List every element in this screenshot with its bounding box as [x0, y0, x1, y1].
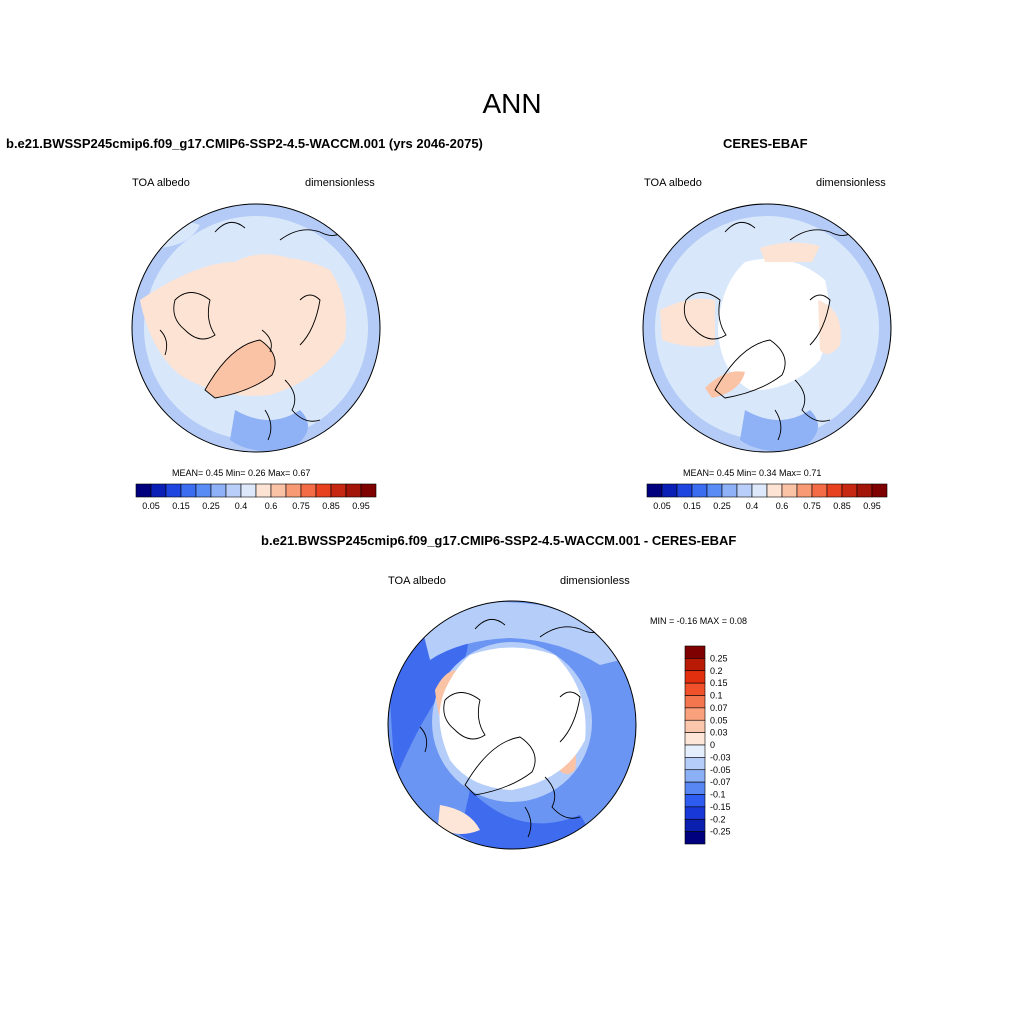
panel-1-title: b.e21.BWSSP245cmip6.f09_g17.CMIP6-SSP2-4…: [6, 136, 483, 151]
colorbar-swatch: [826, 483, 843, 498]
colorbar-tick-label: 0.15: [710, 678, 728, 688]
colorbar-swatch: [706, 483, 723, 498]
map-diff: [387, 600, 637, 850]
colorbar-swatch: [684, 670, 706, 684]
colorbar-swatch: [811, 483, 828, 498]
colorbar-tick-label: 0.75: [292, 501, 310, 511]
colorbar-swatch: [165, 483, 182, 498]
colorbar-swatch: [315, 483, 332, 498]
colorbar-tick-label: 0.1: [710, 691, 723, 701]
colorbar-tick-label: 0.25: [710, 653, 728, 663]
colorbar-swatch: [240, 483, 257, 498]
colorbar-swatch: [721, 483, 738, 498]
panel-1-stats: MEAN= 0.45 Min= 0.26 Max= 0.67: [172, 468, 311, 478]
panel-3-stats: MIN = -0.16 MAX = 0.08: [650, 616, 748, 626]
colorbar-tick-label: 0.07: [710, 703, 728, 713]
colorbar-tick-label: 0: [710, 740, 715, 750]
colorbar-swatch: [225, 483, 242, 498]
main-title: ANN: [482, 88, 542, 119]
panel-3-title: b.e21.BWSSP245cmip6.f09_g17.CMIP6-SSP2-4…: [261, 533, 737, 548]
colorbar-swatch: [360, 483, 377, 498]
colorbar-swatch: [684, 818, 706, 832]
colorbar-swatch: [330, 483, 347, 498]
colorbar-diff: 0.25 0.2 0.15 0.1 0.07 0.05 0.03 0 -0.03 -0.05 -0.…: [684, 645, 731, 845]
colorbar-tick-label: -0.2: [710, 814, 726, 824]
colorbar-swatch: [796, 483, 813, 498]
colorbar-swatch: [255, 483, 272, 498]
colorbar-swatch: [684, 645, 706, 659]
colorbar-swatch: [871, 483, 888, 498]
colorbar-swatch: [684, 707, 706, 721]
colorbar-swatch: [195, 483, 212, 498]
colorbar-tick-label: 0.05: [710, 715, 728, 725]
colorbar-swatch: [751, 483, 768, 498]
colorbar-swatch: [300, 483, 317, 498]
colorbar-tick-label: 0.95: [863, 501, 881, 511]
map-model: [131, 203, 381, 453]
colorbar-swatch: [684, 744, 706, 758]
colorbar-swatch: [684, 658, 706, 672]
colorbar-tick-label: 0.15: [683, 501, 701, 511]
colorbar-swatch: [684, 794, 706, 808]
colorbar-tick-label: -0.07: [710, 777, 731, 787]
colorbar-swatch: [684, 757, 706, 771]
colorbar-swatch: [684, 732, 706, 746]
colorbar-tick-label: 0.95: [352, 501, 370, 511]
colorbar-model: 0.05 0.15 0.25 0.4 0.6 0.75 0.85 0.95: [135, 483, 377, 511]
colorbar-swatch: [285, 483, 302, 498]
colorbar-swatch: [684, 682, 706, 696]
colorbar-swatch: [766, 483, 783, 498]
colorbar-tick-label: 0.75: [803, 501, 821, 511]
panel-1-right-label: dimensionless: [305, 177, 375, 189]
colorbar-swatch: [684, 719, 706, 733]
colorbar-swatch: [684, 831, 706, 845]
panel-3-right-label: dimensionless: [560, 575, 630, 587]
colorbar-tick-label: 0.85: [322, 501, 340, 511]
map-obs: [642, 203, 892, 453]
colorbar-swatch: [781, 483, 798, 498]
colorbar-tick-label: 0.03: [710, 728, 728, 738]
colorbar-swatch: [150, 483, 167, 498]
colorbar-swatch: [135, 483, 152, 498]
panel-3-left-label: TOA albedo: [388, 575, 446, 587]
colorbar-tick-label: 0.05: [653, 501, 671, 511]
colorbar-tick-label: 0.4: [746, 501, 759, 511]
colorbar-swatch: [856, 483, 873, 498]
colorbar-tick-label: -0.25: [710, 827, 731, 837]
colorbar-tick-label: 0.25: [202, 501, 220, 511]
panel-2-right-label: dimensionless: [816, 177, 886, 189]
colorbar-swatch: [684, 695, 706, 709]
colorbar-tick-label: 0.2: [710, 666, 723, 676]
colorbar-tick-label: 0.4: [235, 501, 248, 511]
panel-2-left-label: TOA albedo: [644, 177, 702, 189]
colorbar-swatch: [345, 483, 362, 498]
colorbar-swatch: [684, 781, 706, 795]
colorbar-tick-label: 0.6: [776, 501, 789, 511]
colorbar-swatch: [736, 483, 753, 498]
colorbar-obs: 0.05 0.15 0.25 0.4 0.6 0.75 0.85 0.95: [646, 483, 888, 511]
colorbar-swatch: [841, 483, 858, 498]
colorbar-swatch: [180, 483, 197, 498]
colorbar-swatch: [210, 483, 227, 498]
colorbar-tick-label: 0.25: [713, 501, 731, 511]
colorbar-tick-label: -0.03: [710, 752, 731, 762]
colorbar-swatch: [646, 483, 663, 498]
colorbar-swatch: [661, 483, 678, 498]
colorbar-tick-label: -0.05: [710, 765, 731, 775]
colorbar-tick-label: -0.1: [710, 790, 726, 800]
panel-2-title: CERES-EBAF: [723, 136, 808, 151]
colorbar-tick-label: 0.05: [142, 501, 160, 511]
panel-1-left-label: TOA albedo: [132, 177, 190, 189]
colorbar-swatch: [270, 483, 287, 498]
colorbar-tick-label: 0.85: [833, 501, 851, 511]
colorbar-swatch: [684, 806, 706, 820]
colorbar-tick-label: 0.15: [172, 501, 190, 511]
colorbar-tick-label: -0.15: [710, 802, 731, 812]
panel-2-stats: MEAN= 0.45 Min= 0.34 Max= 0.71: [683, 468, 822, 478]
colorbar-tick-label: 0.6: [265, 501, 278, 511]
colorbar-swatch: [676, 483, 693, 498]
colorbar-swatch: [691, 483, 708, 498]
colorbar-swatch: [684, 769, 706, 783]
